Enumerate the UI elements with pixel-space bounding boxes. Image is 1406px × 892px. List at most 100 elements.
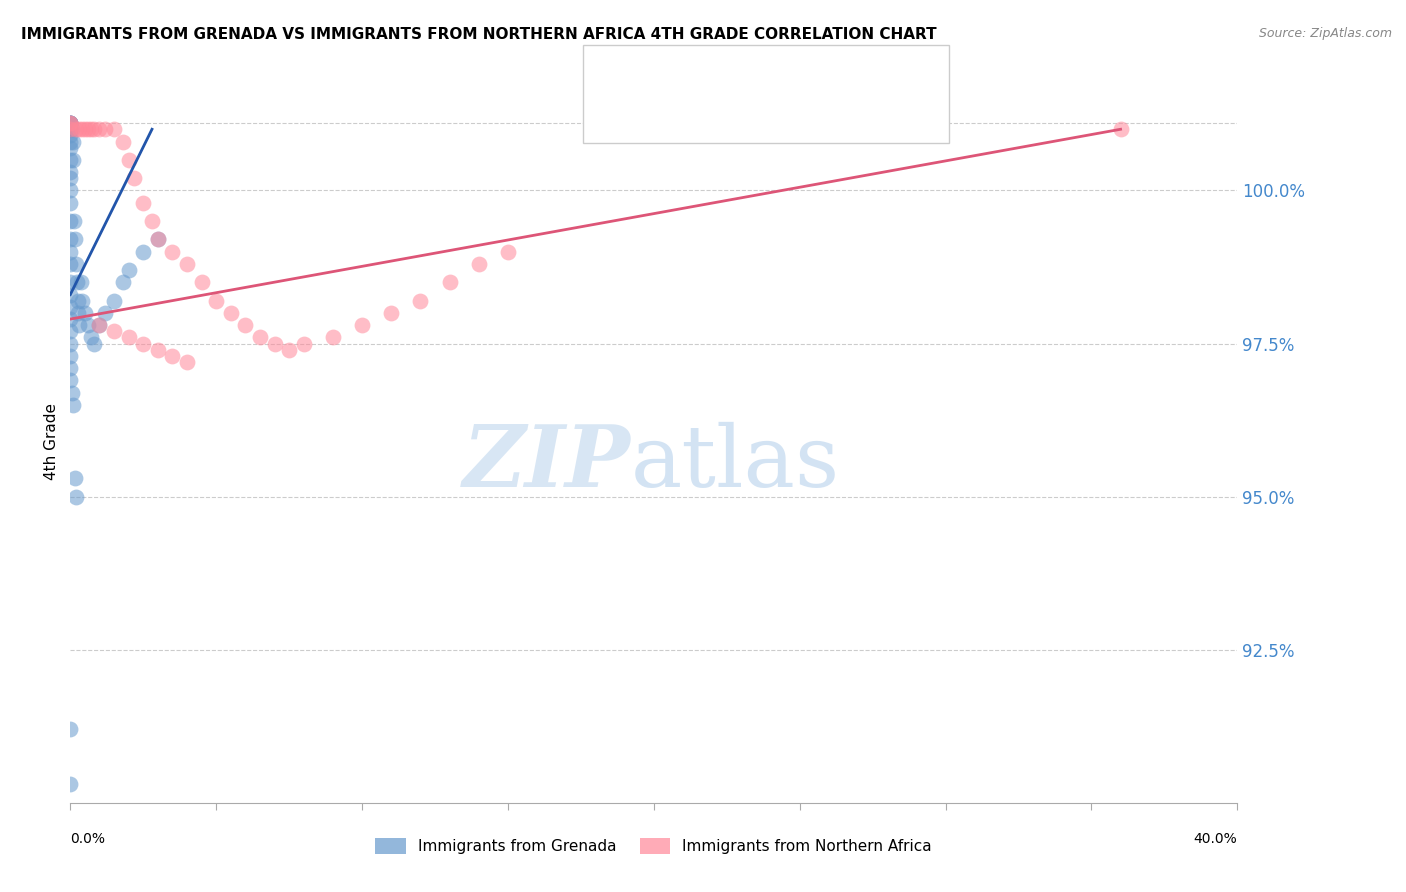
Point bbox=[59, 184, 82, 198]
Point bbox=[70, 293, 93, 308]
Point bbox=[162, 244, 184, 259]
Point bbox=[118, 330, 141, 344]
Point bbox=[67, 122, 90, 136]
Point bbox=[66, 293, 89, 308]
Point bbox=[83, 122, 105, 136]
Point bbox=[59, 116, 82, 130]
Point bbox=[146, 343, 169, 357]
Point bbox=[59, 723, 82, 737]
Point bbox=[59, 116, 82, 130]
Point bbox=[235, 318, 257, 333]
Point bbox=[59, 300, 82, 314]
Point bbox=[263, 336, 285, 351]
Point bbox=[83, 336, 105, 351]
Point bbox=[73, 306, 96, 320]
Point bbox=[292, 336, 315, 351]
Point bbox=[59, 122, 82, 136]
Point bbox=[59, 153, 82, 167]
Point bbox=[59, 312, 82, 326]
Point bbox=[59, 232, 82, 246]
Point bbox=[118, 263, 141, 277]
Point bbox=[146, 232, 169, 246]
Point bbox=[468, 257, 491, 271]
Point bbox=[59, 287, 82, 301]
Point bbox=[59, 777, 82, 791]
Point bbox=[162, 349, 184, 363]
Point bbox=[176, 257, 198, 271]
Text: R =  0.568    N = 44: R = 0.568 N = 44 bbox=[644, 103, 811, 120]
Point bbox=[59, 122, 82, 136]
Point bbox=[65, 257, 87, 271]
Point bbox=[62, 135, 84, 149]
Point bbox=[59, 116, 82, 130]
Point bbox=[205, 293, 228, 308]
Point bbox=[59, 276, 82, 290]
Point bbox=[66, 276, 89, 290]
Point bbox=[103, 293, 125, 308]
Text: ZIP: ZIP bbox=[463, 421, 630, 505]
Point bbox=[59, 244, 82, 259]
Point bbox=[59, 116, 82, 130]
Point bbox=[59, 122, 82, 136]
Point bbox=[111, 135, 134, 149]
Point bbox=[380, 306, 402, 320]
Point bbox=[70, 122, 93, 136]
Text: Source: ZipAtlas.com: Source: ZipAtlas.com bbox=[1258, 27, 1392, 40]
Point bbox=[146, 232, 169, 246]
Point bbox=[111, 276, 134, 290]
Point bbox=[80, 122, 103, 136]
Point bbox=[62, 398, 84, 412]
Point bbox=[67, 306, 90, 320]
Point bbox=[103, 324, 125, 338]
Point bbox=[1109, 122, 1132, 136]
Text: IMMIGRANTS FROM GRENADA VS IMMIGRANTS FROM NORTHERN AFRICA 4TH GRADE CORRELATION: IMMIGRANTS FROM GRENADA VS IMMIGRANTS FR… bbox=[21, 27, 936, 42]
Point bbox=[63, 232, 86, 246]
Point bbox=[73, 122, 96, 136]
Point bbox=[59, 373, 82, 387]
Point bbox=[439, 276, 461, 290]
Point bbox=[65, 122, 87, 136]
Point bbox=[63, 471, 86, 485]
Point bbox=[59, 214, 82, 228]
Point bbox=[249, 330, 271, 344]
Text: 0.0%: 0.0% bbox=[70, 831, 105, 846]
Point bbox=[190, 276, 212, 290]
Point bbox=[65, 490, 87, 504]
Point bbox=[76, 122, 98, 136]
Point bbox=[278, 343, 301, 357]
Point bbox=[69, 276, 91, 290]
Point bbox=[118, 153, 141, 167]
Point bbox=[141, 214, 163, 228]
Point bbox=[132, 244, 155, 259]
Point bbox=[124, 171, 146, 186]
Point bbox=[59, 257, 82, 271]
Point bbox=[409, 293, 432, 308]
Y-axis label: 4th Grade: 4th Grade bbox=[44, 403, 59, 480]
Text: atlas: atlas bbox=[630, 422, 839, 505]
Point bbox=[59, 128, 82, 143]
Point bbox=[59, 324, 82, 338]
Point bbox=[80, 330, 103, 344]
Point bbox=[94, 122, 117, 136]
Point bbox=[322, 330, 344, 344]
Point bbox=[59, 135, 82, 149]
Point bbox=[67, 318, 90, 333]
Point bbox=[60, 122, 83, 136]
Point bbox=[132, 195, 155, 210]
Point bbox=[59, 122, 82, 136]
Point bbox=[496, 244, 519, 259]
Point bbox=[89, 318, 111, 333]
Point bbox=[76, 318, 98, 333]
Point bbox=[132, 336, 155, 351]
Point bbox=[59, 116, 82, 130]
Point bbox=[59, 116, 82, 130]
Point bbox=[219, 306, 242, 320]
Point bbox=[62, 214, 84, 228]
Point bbox=[59, 349, 82, 363]
Point bbox=[176, 355, 198, 369]
Point bbox=[352, 318, 374, 333]
Text: 40.0%: 40.0% bbox=[1194, 831, 1237, 846]
Point bbox=[59, 361, 82, 376]
Point bbox=[59, 171, 82, 186]
Point bbox=[59, 195, 82, 210]
